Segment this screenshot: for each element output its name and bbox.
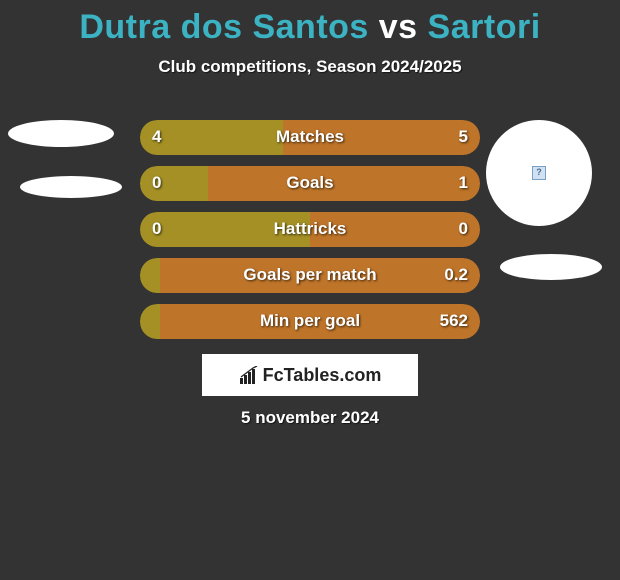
date-text: 5 november 2024 (0, 408, 620, 428)
stat-row: Hattricks0 0 (140, 212, 480, 247)
player1-name: Dutra dos Santos (79, 8, 368, 46)
vs-text: vs (369, 8, 428, 46)
stat-value-left: 4 (152, 127, 161, 147)
brand-box: FcTables.com (202, 354, 418, 396)
stat-value-left: 0 (152, 219, 161, 239)
stat-value-right: 0.2 (444, 265, 468, 285)
brand-chart-icon (239, 366, 259, 384)
stat-row: Goals per match0.2 (140, 258, 480, 293)
stat-label: Goals per match (140, 265, 480, 285)
stat-row: Goals0 1 (140, 166, 480, 201)
stat-label: Matches (140, 127, 480, 147)
brand-text: FcTables.com (239, 365, 382, 386)
player1-ellipse-1 (8, 120, 114, 147)
stat-value-right: 562 (440, 311, 468, 331)
player2-circle: ? (486, 120, 592, 226)
brand-label: FcTables.com (263, 365, 382, 386)
infographic-container: Dutra dos Santos vs Sartori Club competi… (0, 0, 620, 580)
stat-label: Hattricks (140, 219, 480, 239)
player2-name: Sartori (428, 8, 541, 46)
stat-row: Matches4 5 (140, 120, 480, 155)
page-title: Dutra dos Santos vs Sartori (0, 0, 620, 47)
player2-ellipse (500, 254, 602, 280)
stat-label: Goals (140, 173, 480, 193)
stat-value-right: 5 (459, 127, 468, 147)
image-placeholder-icon: ? (532, 166, 546, 180)
subtitle: Club competitions, Season 2024/2025 (0, 57, 620, 77)
stat-label: Min per goal (140, 311, 480, 331)
stats-area: Matches45Goals01Hattricks00Goals per mat… (140, 120, 480, 350)
player1-ellipse-2 (20, 176, 122, 198)
stat-value-right: 0 (459, 219, 468, 239)
stat-value-right: 1 (459, 173, 468, 193)
stat-value-left: 0 (152, 173, 161, 193)
stat-row: Min per goal562 (140, 304, 480, 339)
